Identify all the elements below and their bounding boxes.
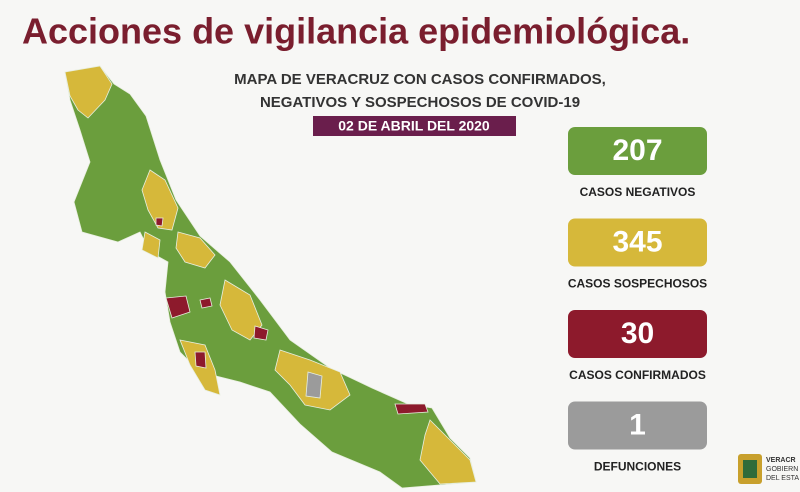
stat-label: DEFUNCIONES <box>594 460 681 474</box>
subtitle: MAPA DE VERACRUZ CON CASOS CONFIRMADOS, <box>234 71 606 88</box>
logo-text: VERACR <box>766 457 796 464</box>
map-region <box>64 65 113 119</box>
date: 02 DE ABRIL DEL 2020 <box>338 118 490 134</box>
stat-box <box>568 218 707 267</box>
map <box>64 65 477 489</box>
stat-value: 30 <box>621 317 654 350</box>
date-box <box>313 116 516 136</box>
stats: 207 CASOS NEGATIVOS 345 CASOS SOSPECHOSOS 30… <box>568 127 707 474</box>
logo-shield-inner <box>743 460 757 478</box>
stat-label: CASOS SOSPECHOSOS <box>568 277 707 291</box>
map-region <box>141 169 179 231</box>
stat-value: 1 <box>629 408 646 441</box>
stat-value: 207 <box>612 134 662 167</box>
map-region <box>165 295 191 319</box>
map-region <box>175 231 216 269</box>
stat-box <box>568 401 707 450</box>
map-region <box>199 297 213 309</box>
map-region <box>305 371 323 399</box>
stat-box <box>568 310 707 358</box>
logo-text: DEL ESTA <box>766 475 799 482</box>
subtitle: NEGATIVOS Y SOSPECHOSOS DE COVID-19 <box>260 94 580 111</box>
map-region <box>419 419 477 485</box>
map-region <box>219 279 263 341</box>
stat-label: CASOS NEGATIVOS <box>580 185 696 199</box>
map-region <box>179 339 221 396</box>
logo: VERACR GOBIERN DEL ESTA <box>738 454 799 484</box>
title: Acciones de vigilancia epidemiológica. <box>22 11 690 52</box>
map-region <box>141 231 161 259</box>
map-region <box>194 351 207 369</box>
stat-value: 345 <box>612 225 662 258</box>
map-region <box>253 325 269 341</box>
map-region <box>394 403 429 415</box>
stat-label: CASOS CONFIRMADOS <box>569 368 706 382</box>
stat-box <box>568 127 707 175</box>
logo-text: GOBIERN <box>766 466 798 473</box>
map-region <box>155 217 164 227</box>
